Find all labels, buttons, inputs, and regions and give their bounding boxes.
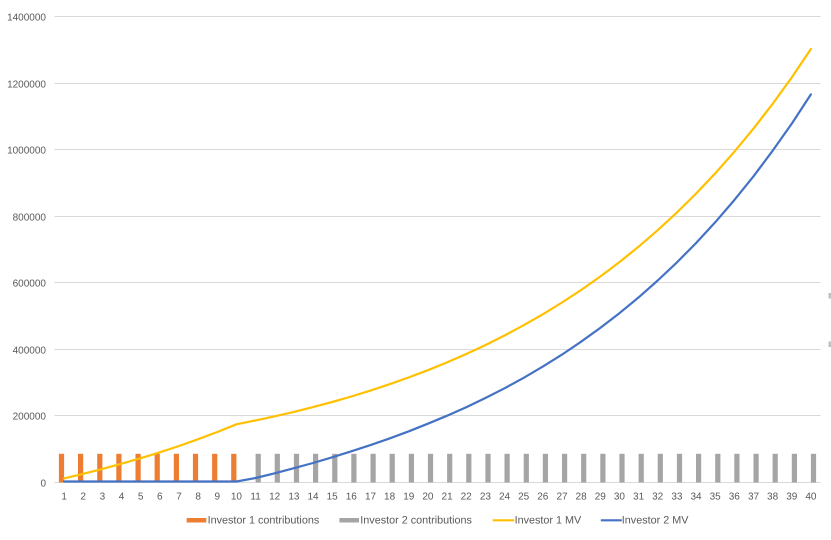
svg-text:19: 19	[403, 491, 415, 502]
svg-text:38: 38	[767, 491, 779, 502]
svg-text:39: 39	[786, 491, 798, 502]
svg-text:40: 40	[805, 491, 817, 502]
svg-text:4: 4	[119, 491, 125, 502]
svg-text:11: 11	[250, 491, 261, 502]
svg-text:Investor 2 MV: Investor 2 MV	[622, 515, 689, 527]
svg-text:200000: 200000	[13, 411, 47, 422]
svg-text:22: 22	[461, 491, 473, 502]
svg-text:37: 37	[748, 491, 760, 502]
svg-text:9: 9	[215, 491, 221, 502]
svg-text:20: 20	[422, 491, 434, 502]
svg-text:6: 6	[157, 491, 163, 502]
svg-text:8: 8	[195, 491, 201, 502]
svg-text:16: 16	[346, 491, 358, 502]
svg-text:24: 24	[499, 491, 511, 502]
svg-text:35: 35	[710, 491, 722, 502]
svg-text:1000000: 1000000	[7, 145, 46, 156]
svg-text:14: 14	[307, 491, 319, 502]
svg-text:0: 0	[40, 478, 46, 489]
svg-text:5: 5	[138, 491, 144, 502]
svg-text:400000: 400000	[13, 345, 47, 356]
svg-text:18: 18	[384, 491, 396, 502]
svg-text:1400000: 1400000	[7, 12, 46, 23]
svg-text:10: 10	[231, 491, 243, 502]
svg-text:25: 25	[518, 491, 530, 502]
svg-text:12: 12	[269, 491, 281, 502]
svg-text:32: 32	[652, 491, 664, 502]
svg-text:34: 34	[690, 491, 702, 502]
svg-text:23: 23	[480, 491, 492, 502]
svg-text:27: 27	[556, 491, 568, 502]
svg-text:7: 7	[176, 491, 182, 502]
svg-text:15: 15	[327, 491, 339, 502]
svg-text:1200000: 1200000	[7, 79, 46, 90]
svg-text:36: 36	[729, 491, 741, 502]
svg-text:21: 21	[442, 491, 454, 502]
svg-text:28: 28	[576, 491, 588, 502]
svg-text:800000: 800000	[13, 212, 47, 223]
svg-text:1: 1	[61, 491, 67, 502]
svg-text:Investor 1 contributions: Investor 1 contributions	[208, 515, 320, 527]
svg-text:29: 29	[595, 491, 607, 502]
svg-text:2: 2	[80, 491, 86, 502]
svg-text:33: 33	[671, 491, 683, 502]
svg-text:31: 31	[633, 491, 645, 502]
svg-text:13: 13	[288, 491, 300, 502]
svg-text:Investor 2 contributions: Investor 2 contributions	[360, 515, 472, 527]
svg-text:600000: 600000	[13, 278, 47, 289]
svg-text:30: 30	[614, 491, 626, 502]
svg-text:26: 26	[537, 491, 549, 502]
svg-text:3: 3	[100, 491, 106, 502]
svg-text:17: 17	[365, 491, 377, 502]
svg-text:Investor 1 MV: Investor 1 MV	[515, 515, 582, 527]
